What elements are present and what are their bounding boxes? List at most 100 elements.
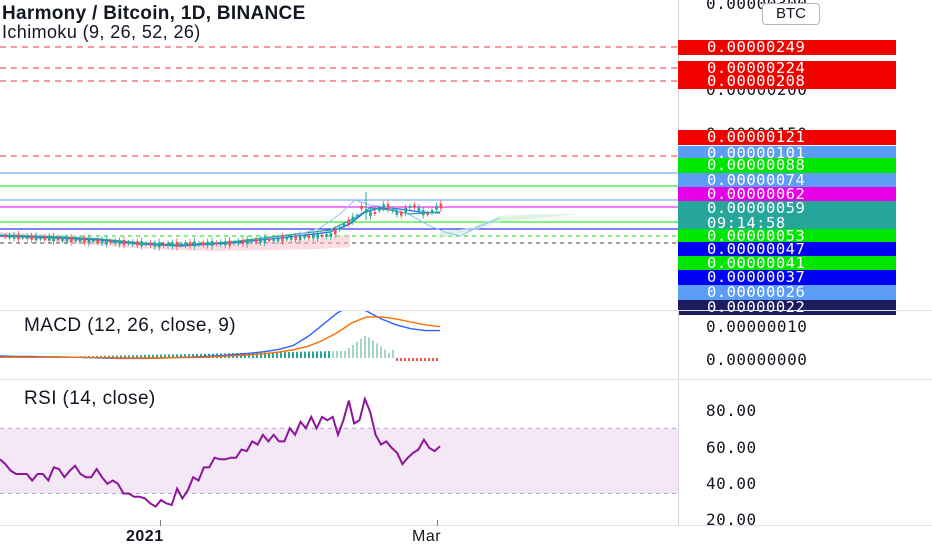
candle-body <box>290 236 293 240</box>
macd-histogram-bar <box>372 340 374 358</box>
macd-legend[interactable]: MACD (12, 26, close, 9) <box>24 315 236 336</box>
candle-body <box>105 239 108 245</box>
symbol-title[interactable]: Harmony / Bitcoin, 1D, BINANCE <box>2 3 306 24</box>
candle-body <box>175 241 179 247</box>
macd-pane[interactable]: MACD (12, 26, close, 9) <box>0 311 678 379</box>
candle-body <box>413 204 416 208</box>
macd-histogram-bar <box>320 351 322 358</box>
macd-histogram-bar <box>192 353 194 358</box>
candle-body <box>338 227 341 230</box>
macd-histogram-bar <box>296 351 298 358</box>
candle-body <box>391 209 394 212</box>
macd-histogram-bar <box>396 358 398 361</box>
macd-histogram-bar <box>404 358 406 361</box>
candlesticks <box>4 192 443 251</box>
candle-body <box>263 237 267 243</box>
macd-histogram-bar <box>264 352 266 358</box>
candle-body <box>215 242 218 245</box>
macd-histogram-bar <box>160 354 162 358</box>
macd-axis[interactable] <box>678 311 932 379</box>
signal-line <box>0 316 441 359</box>
macd-histogram-bar <box>276 352 278 358</box>
candle-body <box>39 237 42 240</box>
rsi-pane[interactable]: RSI (14, close) <box>0 380 678 525</box>
ichimoku-cloud <box>0 232 350 251</box>
price-tag-value: 0.00000059 <box>707 201 806 217</box>
candle-body <box>373 211 377 214</box>
candle-body <box>21 236 25 239</box>
candle-body <box>100 239 104 244</box>
candle-body <box>241 240 245 245</box>
currency-button[interactable]: BTC <box>762 3 820 25</box>
macd-histogram-bar <box>420 358 422 361</box>
candle-body <box>26 235 29 239</box>
rsi-axis[interactable] <box>678 380 932 525</box>
candle-body <box>78 238 82 242</box>
price-tag: 0.00000074 <box>678 173 896 188</box>
price-pane[interactable]: Harmony / Bitcoin, 1D, BINANCE Ichimoku … <box>0 0 678 310</box>
price-tag: 0.00000121 <box>678 130 896 145</box>
macd-histogram-bar <box>148 354 150 358</box>
candle-body <box>342 224 346 228</box>
candle-body <box>312 234 315 239</box>
candle-body <box>276 237 280 242</box>
macd-histogram-bar <box>356 341 358 358</box>
macd-histogram-bar <box>252 352 254 358</box>
candle-body <box>250 240 253 243</box>
candle-body <box>56 238 60 241</box>
pane-separator[interactable] <box>0 379 932 380</box>
macd-histogram-bar <box>168 354 170 358</box>
candle-body <box>87 238 91 244</box>
candle-body <box>408 205 412 208</box>
candle-body <box>188 242 192 247</box>
candle-body <box>285 237 289 240</box>
time-label-mar: Mar <box>412 528 442 545</box>
macd-histogram-bar <box>416 358 418 361</box>
macd-histogram-bar <box>112 355 114 358</box>
candle-body <box>122 240 126 246</box>
macd-histogram-bar <box>412 358 414 361</box>
candle-body <box>4 235 7 238</box>
macd-histogram-bar <box>164 354 166 358</box>
macd-histogram-bar <box>256 352 258 358</box>
candle-body <box>426 212 429 215</box>
candle-body <box>232 241 236 244</box>
rsi-chart-svg <box>0 395 678 508</box>
candle-body <box>184 242 187 246</box>
rsi-legend[interactable]: RSI (14, close) <box>24 388 156 409</box>
price-tag: 0.00000101 <box>678 146 896 161</box>
macd-histogram-bar <box>340 350 342 358</box>
macd-histogram-bar <box>324 351 326 358</box>
macd-histogram-bar <box>300 351 302 358</box>
macd-histogram-bar <box>316 351 318 358</box>
pane-separator[interactable] <box>0 310 932 311</box>
ichimoku-legend[interactable]: Ichimoku (9, 26, 52, 26) <box>2 22 201 42</box>
macd-histogram-bar <box>360 338 362 358</box>
rsi-tick-80: 80.00 <box>706 401 757 420</box>
candle-body <box>70 237 73 243</box>
candle-body <box>127 241 130 244</box>
macd-histogram-bar <box>428 358 430 361</box>
price-tag: 0.00000208 <box>678 74 896 89</box>
candle-body <box>246 239 249 245</box>
time-tick-mar <box>437 520 438 526</box>
candle-body <box>153 242 157 247</box>
candle-body <box>224 241 227 246</box>
macd-histogram-bar <box>176 354 178 358</box>
candle-body <box>74 238 77 241</box>
macd-histogram-bar <box>328 351 330 358</box>
macd-histogram-bar <box>140 355 142 358</box>
macd-histogram-bar <box>172 354 174 358</box>
ichimoku-conversion-line <box>0 207 441 246</box>
rsi-tick-40: 40.00 <box>706 474 757 493</box>
price-tag: 0.00000059 09:14:58 <box>678 201 896 231</box>
candle-body <box>83 238 86 243</box>
candle-body <box>17 234 20 240</box>
macd-histogram-bar <box>116 355 118 358</box>
macd-histogram-bar <box>108 355 110 358</box>
macd-histogram-bar <box>104 355 106 358</box>
candle-body <box>48 236 51 241</box>
macd-tick-10: 0.00000010 <box>706 317 808 336</box>
candle-body <box>131 241 135 245</box>
candle-body <box>334 229 337 235</box>
